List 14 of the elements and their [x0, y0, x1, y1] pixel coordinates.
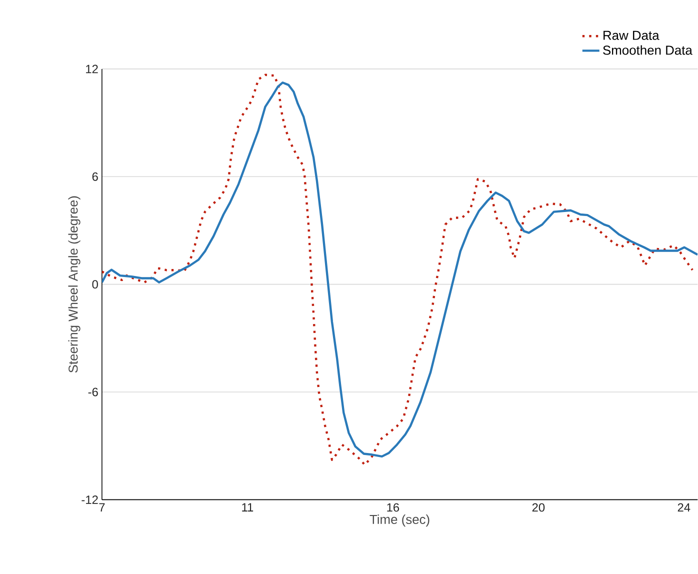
x-tick-label: 24 [678, 503, 690, 512]
x-tick-label: 20 [532, 503, 545, 512]
x-tick-label: 16 [387, 503, 400, 512]
y-tick-label: 0 [92, 280, 98, 289]
y-tick-label: -12 [82, 496, 98, 504]
legend-label: Smoothen Data [603, 45, 692, 55]
x-axis-title: Time (sec) [370, 514, 430, 527]
y-tick-label: 6 [92, 172, 98, 182]
legend-label: Raw Data [604, 31, 660, 40]
y-axis-title: Steering Wheel Angle (degree) [68, 196, 80, 373]
y-tick-label: 12 [86, 64, 98, 74]
x-tick-label: 11 [242, 503, 254, 512]
y-tick-label: -6 [88, 388, 98, 396]
x-tick-label: 7 [99, 503, 105, 512]
